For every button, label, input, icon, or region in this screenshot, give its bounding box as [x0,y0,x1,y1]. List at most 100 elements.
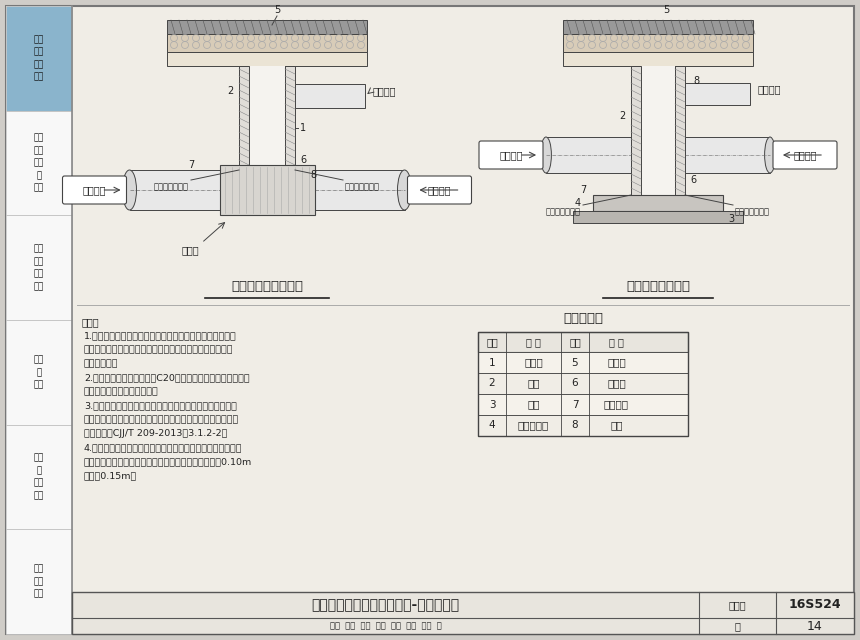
Text: 出水方向: 出水方向 [793,150,817,160]
Bar [219,165,315,215]
Text: 坳层基础: 坳层基础 [604,399,629,410]
Bar [295,84,365,108]
Text: 进水方向: 进水方向 [83,185,107,195]
Text: 检查井。: 检查井。 [84,359,119,368]
Bar [6,215,72,320]
Text: 5: 5 [572,358,578,367]
Text: 6: 6 [300,155,306,165]
Bar [72,592,854,634]
Bar [478,373,688,394]
Bar [685,137,770,173]
Bar [675,66,685,195]
Bar [478,332,688,352]
Text: 分离式塑料排水检查井，详见《塑料排水检查井应用技术: 分离式塑料排水检查井，详见《塑料排水检查井应用技术 [84,415,239,424]
Text: 审核  肖燮  校对  付系  设计  金哲  金哲  页: 审核 肖燮 校对 付系 设计 金哲 金哲 页 [329,621,441,630]
Text: 4.　塑料排水检查井设在道路路面处时，井盖表面应与路面持: 4. 塑料排水检查井设在道路路面处时，井盖表面应与路面持 [84,443,243,452]
Text: 出水方向: 出水方向 [427,185,452,195]
Bar [573,211,743,223]
Ellipse shape [397,170,411,210]
FancyBboxPatch shape [773,141,837,169]
Text: 主要部件表: 主要部件表 [563,312,603,325]
Bar [239,66,249,170]
Bar [478,415,688,436]
Text: 8: 8 [310,170,316,180]
Bar [315,170,404,210]
Text: 平；当设在绳化带上时，井盖表面应高出土层表面0.10m: 平；当设在绳化带上时，井盖表面应高出土层表面0.10m [84,457,252,466]
Bar [6,425,72,529]
Text: 检查
井
施工: 检查 井 施工 [34,355,44,389]
Text: 检查
井部
件及
安装: 检查 井部 件及 安装 [34,35,44,81]
Text: 排水管道: 排水管道 [373,86,396,96]
Text: 2: 2 [488,378,495,388]
Bar [546,137,631,173]
Bar [6,6,72,634]
Text: 14: 14 [808,620,823,632]
Bar [563,52,753,66]
Text: 8: 8 [572,420,578,431]
Ellipse shape [541,137,551,173]
Text: 5: 5 [273,5,280,15]
Text: 2.　承压圈坳层基础可采用C20混凝土坳层，也可直接安设在: 2. 承压圈坳层基础可采用C20混凝土坳层，也可直接安设在 [84,373,249,382]
Text: 7: 7 [187,160,194,170]
Bar [285,66,295,170]
Text: 4: 4 [488,420,495,431]
Ellipse shape [122,170,137,210]
Text: 见具体工程设计: 见具体工程设计 [546,207,581,216]
Text: 7: 7 [580,185,586,195]
Bar [563,34,753,52]
Text: 承压圈: 承压圈 [607,378,626,388]
Bar [478,332,688,436]
Bar [685,83,750,105]
Text: 见具体工程设计: 见具体工程设计 [345,182,380,191]
Text: 6: 6 [572,378,578,388]
Text: 5: 5 [663,5,669,15]
Text: 检查
井附
件及
安装: 检查 井附 件及 安装 [34,244,44,291]
Text: 1: 1 [488,358,495,367]
Text: 序号: 序号 [569,337,581,347]
Ellipse shape [765,137,776,173]
Text: 2: 2 [228,86,234,96]
Text: 名 称: 名 称 [609,337,624,347]
Bar [6,111,72,215]
Text: 挡圈: 挡圈 [611,420,623,431]
Text: 排水管道: 排水管道 [758,84,782,94]
Text: 图集号: 图集号 [728,600,746,610]
Text: 说明：: 说明： [82,317,100,327]
Text: 混凝土衬底: 混凝土衬底 [518,420,550,431]
Text: 井盖座: 井盖座 [607,358,626,367]
Text: 组合式（井底座式）: 组合式（井底座式） [231,280,303,293]
Bar [6,320,72,425]
Bar [6,6,72,111]
Text: 倒空腔: 倒空腔 [181,245,200,255]
FancyBboxPatch shape [63,176,126,204]
Text: ～0.15m。: ～0.15m。 [84,471,138,480]
Bar [593,195,723,211]
Bar [130,170,219,210]
Bar [563,20,753,34]
Text: 检查
井
结构
计算: 检查 井 结构 计算 [34,454,44,500]
FancyBboxPatch shape [408,176,471,204]
Text: 道路路面结构承重层上。: 道路路面结构承重层上。 [84,387,159,396]
Text: 3: 3 [488,399,495,410]
Text: 3: 3 [728,214,734,224]
Text: 1: 1 [300,123,306,133]
Text: （井筒式）两种类型，井室内设流槽，适用于雨、污水: （井筒式）两种类型，井室内设流槽，适用于雨、污水 [84,345,234,354]
Bar [6,529,72,634]
Text: 检查
井与
管道
的
连接: 检查 井与 管道 的 连接 [34,134,44,193]
Text: 井筒: 井筒 [527,378,540,388]
Text: 底板: 底板 [527,399,540,410]
Text: 2: 2 [620,111,626,121]
Text: 规程》CJJ/T 209-2013图3.1.2-2。: 规程》CJJ/T 209-2013图3.1.2-2。 [84,429,227,438]
Bar [249,66,285,170]
Bar [167,20,367,34]
Text: 塑料排水检查井结构示意图-直壁检查井: 塑料排水检查井结构示意图-直壁检查井 [311,598,459,612]
Text: 8: 8 [693,76,699,86]
Text: 序号: 序号 [486,337,498,347]
Text: 整体式（井筒式）: 整体式（井筒式） [626,280,690,293]
Text: 名 称: 名 称 [526,337,541,347]
Text: 1.　直壁塑料排水检查井包括组合式（井底座式）和整体式: 1. 直壁塑料排水检查井包括组合式（井底座式）和整体式 [84,331,237,340]
Bar [631,66,641,195]
Text: 7: 7 [572,399,578,410]
Text: 16S524: 16S524 [789,598,841,611]
Text: 4: 4 [574,198,581,208]
